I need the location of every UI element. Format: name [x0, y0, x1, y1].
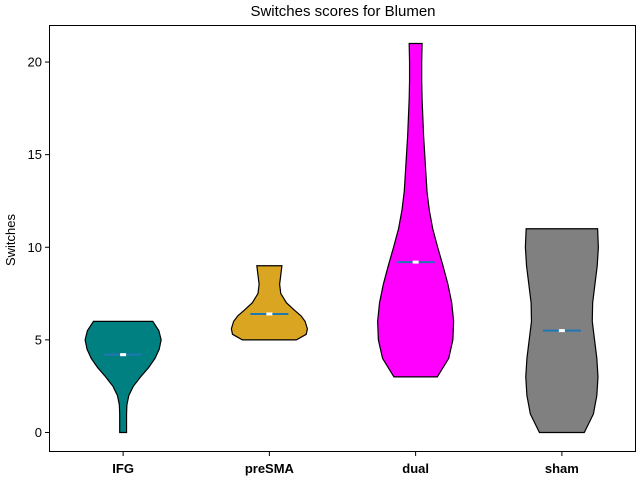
- violin-ifg: [84, 320, 162, 434]
- median-marker-presma: [266, 312, 273, 316]
- x-tick-label-dual: dual: [402, 461, 429, 476]
- chart-title: Switches scores for Blumen: [250, 3, 435, 20]
- median-marker-ifg: [120, 353, 127, 357]
- y-axis-label: Switches: [3, 213, 18, 266]
- median-marker-sham: [558, 329, 565, 333]
- violins-group: [84, 42, 599, 434]
- y-tick-label: 10: [28, 240, 42, 255]
- x-tick-label-presma: preSMA: [245, 461, 295, 476]
- violin-dual: [377, 42, 455, 378]
- y-tick-label: 20: [28, 55, 42, 70]
- x-tick-label-sham: sham: [545, 461, 579, 476]
- y-axis-ticks: 0 5 10 15 20: [28, 55, 50, 440]
- plot-frame: [49, 25, 636, 452]
- x-tick-label-ifg: IFG: [112, 461, 134, 476]
- y-tick-label: 15: [28, 147, 42, 162]
- y-tick-label: 0: [35, 425, 42, 440]
- y-tick-label: 5: [35, 332, 42, 347]
- violin-presma: [230, 265, 308, 341]
- median-marker-dual: [412, 260, 419, 264]
- x-axis-ticks: IFG preSMA dual sham: [112, 451, 579, 476]
